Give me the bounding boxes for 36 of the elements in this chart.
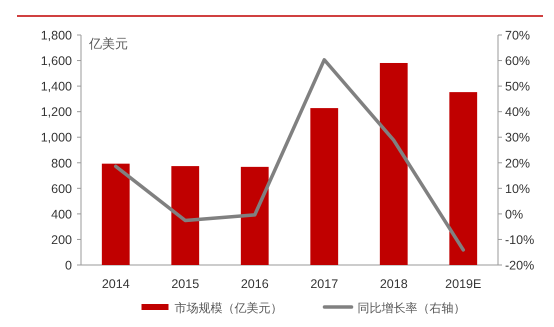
x-tick-label: 2018 [380, 277, 408, 291]
x-tick-label: 2015 [171, 277, 200, 291]
bar [449, 92, 478, 265]
bar [380, 62, 408, 265]
y2-tick-label: -20% [505, 258, 534, 272]
y-tick-label: 1,400 [40, 80, 72, 94]
x-tick-label: 2019E [445, 277, 482, 291]
y2-tick-label: 10% [505, 182, 530, 196]
y2-tick-label: 40% [505, 105, 530, 120]
y-tick-label: 1,200 [40, 105, 72, 120]
y-tick-label: 400 [51, 207, 72, 222]
y-tick-label: 1,000 [40, 130, 72, 145]
y2-tick-label: 0% [505, 207, 524, 222]
legend-label: 同比增长率（右轴） [358, 301, 466, 315]
y2-tick-label: 30% [505, 130, 530, 145]
y-tick-label: 0 [65, 258, 72, 272]
y2-tick-label: 20% [505, 156, 530, 170]
bar [240, 166, 269, 265]
line-series [114, 58, 465, 252]
y-tick-label: 800 [51, 156, 72, 170]
y-axis-title: 亿美元 [88, 36, 128, 51]
y2-tick-label: 60% [505, 54, 530, 68]
legend-label: 市场规模（亿美元） [174, 301, 282, 315]
x-tick-label: 2017 [310, 277, 338, 291]
y-tick-label: 200 [51, 232, 72, 247]
y2-tick-label: -10% [505, 232, 534, 247]
bar [310, 108, 338, 265]
y-tick-label: 1,600 [40, 54, 72, 68]
y2-tick-label: 50% [505, 80, 530, 94]
bar [171, 166, 200, 265]
x-tick-label: 2016 [240, 277, 269, 291]
x-tick-label: 2014 [102, 277, 130, 291]
bar [102, 164, 130, 265]
y-tick-label: 1,800 [40, 28, 72, 42]
y2-tick-label: 70% [505, 28, 530, 42]
y-tick-label: 600 [51, 182, 72, 196]
